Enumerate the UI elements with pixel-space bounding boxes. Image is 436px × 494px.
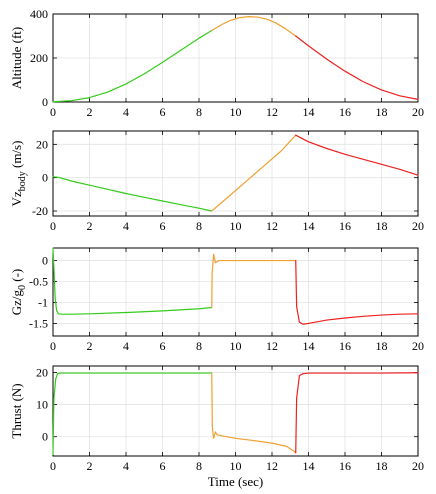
y-tick-label: 20 xyxy=(36,137,48,151)
x-tick-label: 18 xyxy=(376,219,388,233)
x-tick-label: 2 xyxy=(87,339,93,353)
y-tick-label: 20 xyxy=(36,365,48,379)
y-tick-label: 200 xyxy=(30,51,48,65)
x-tick-label: 10 xyxy=(230,105,242,119)
y-axis-label-main: Vz xyxy=(9,191,24,206)
x-axis-label: Time (sec) xyxy=(208,474,264,489)
y-tick-label: 10 xyxy=(36,398,48,412)
x-tick-label: 8 xyxy=(196,339,202,353)
y-tick-label: 400 xyxy=(30,7,48,21)
x-tick-label: 4 xyxy=(123,105,129,119)
series-line-phase3 xyxy=(295,134,419,176)
x-tick-label: 16 xyxy=(339,105,351,119)
x-tick-label: 16 xyxy=(339,459,351,473)
x-tick-label: 16 xyxy=(339,339,351,353)
plot-border xyxy=(52,247,419,337)
y-tick-label: 0 xyxy=(42,171,48,185)
plot-border xyxy=(52,13,419,103)
x-tick-label: 4 xyxy=(123,459,129,473)
x-tick-label: 0 xyxy=(50,219,56,233)
x-tick-label: 12 xyxy=(266,459,278,473)
x-tick-label: 0 xyxy=(50,339,56,353)
series-line-phase3 xyxy=(295,35,419,100)
y-axis-label: Gz/g0 (-) xyxy=(9,269,28,316)
y-tick-label: -0.5 xyxy=(29,275,48,289)
plot-border xyxy=(52,130,419,217)
x-tick-label: 10 xyxy=(230,219,242,233)
x-tick-label: 10 xyxy=(230,459,242,473)
x-tick-label: 20 xyxy=(412,339,424,353)
series-line-phase1 xyxy=(52,29,213,103)
x-tick-label: 14 xyxy=(303,459,315,473)
x-tick-label: 20 xyxy=(412,459,424,473)
x-tick-label: 4 xyxy=(123,219,129,233)
x-tick-label: 2 xyxy=(87,459,93,473)
x-tick-label: 12 xyxy=(266,105,278,119)
y-tick-label: -1 xyxy=(38,295,48,309)
series-line-phase3 xyxy=(295,259,419,325)
x-tick-label: 10 xyxy=(230,339,242,353)
y-axis-label-main: Gz/g xyxy=(9,289,24,315)
x-tick-label: 16 xyxy=(339,219,351,233)
plot-border xyxy=(52,365,419,457)
y-tick-label: -1.5 xyxy=(29,316,48,330)
y-tick-label: 0 xyxy=(42,95,48,109)
x-tick-label: 6 xyxy=(160,339,166,353)
y-tick-label: -20 xyxy=(32,204,48,218)
x-tick-label: 12 xyxy=(266,339,278,353)
x-tick-label: 12 xyxy=(266,219,278,233)
x-tick-label: 4 xyxy=(123,339,129,353)
y-axis-label: Vzbody (m/s) xyxy=(9,141,28,207)
x-tick-label: 8 xyxy=(196,219,202,233)
x-tick-label: 0 xyxy=(50,459,56,473)
y-tick-label: 0 xyxy=(42,254,48,268)
x-tick-label: 14 xyxy=(303,339,315,353)
y-axis-label-subscript: body xyxy=(17,171,28,191)
x-tick-label: 18 xyxy=(376,339,388,353)
x-tick-label: 20 xyxy=(412,105,424,119)
x-tick-label: 18 xyxy=(376,105,388,119)
x-tick-label: 14 xyxy=(303,219,315,233)
y-axis-label-subscript: 0 xyxy=(17,285,28,290)
y-axis-label-unit: (-) xyxy=(9,269,24,285)
x-tick-label: 0 xyxy=(50,105,56,119)
x-tick-label: 20 xyxy=(412,219,424,233)
y-tick-label: 0 xyxy=(42,430,48,444)
x-tick-label: 6 xyxy=(160,459,166,473)
x-tick-label: 2 xyxy=(87,105,93,119)
x-tick-label: 8 xyxy=(196,459,202,473)
series-line-phase2 xyxy=(211,372,297,454)
x-tick-label: 2 xyxy=(87,219,93,233)
series-line-phase2 xyxy=(211,16,297,37)
series-line-phase1 xyxy=(52,372,213,455)
x-tick-label: 14 xyxy=(303,105,315,119)
x-tick-label: 6 xyxy=(160,219,166,233)
series-line-phase1 xyxy=(52,247,213,315)
y-axis-label: Altitude (ft) xyxy=(9,27,24,89)
y-axis-label-unit: (m/s) xyxy=(9,141,24,172)
series-line-phase2 xyxy=(211,134,297,212)
series-line-phase3 xyxy=(295,372,419,454)
series-line-phase2 xyxy=(211,253,297,309)
series-line-phase1 xyxy=(52,176,213,212)
chart-panel-4: 0 2 4 6 8 10 12 14 16 18 20 0 10 20 Thrust (N) Time (se… xyxy=(9,365,424,489)
x-tick-label: 18 xyxy=(376,459,388,473)
x-tick-label: 8 xyxy=(196,105,202,119)
y-axis-label: Thrust (N) xyxy=(9,383,24,438)
x-tick-label: 6 xyxy=(160,105,166,119)
